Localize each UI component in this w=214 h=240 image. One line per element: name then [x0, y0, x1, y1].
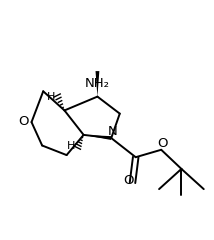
Text: N: N: [107, 125, 117, 138]
Text: H: H: [67, 140, 76, 150]
Polygon shape: [95, 71, 99, 97]
Text: O: O: [18, 114, 29, 128]
Text: NH₂: NH₂: [85, 77, 110, 90]
Polygon shape: [84, 135, 111, 140]
Text: O: O: [157, 137, 168, 150]
Text: H: H: [46, 92, 55, 102]
Text: O: O: [123, 174, 134, 187]
